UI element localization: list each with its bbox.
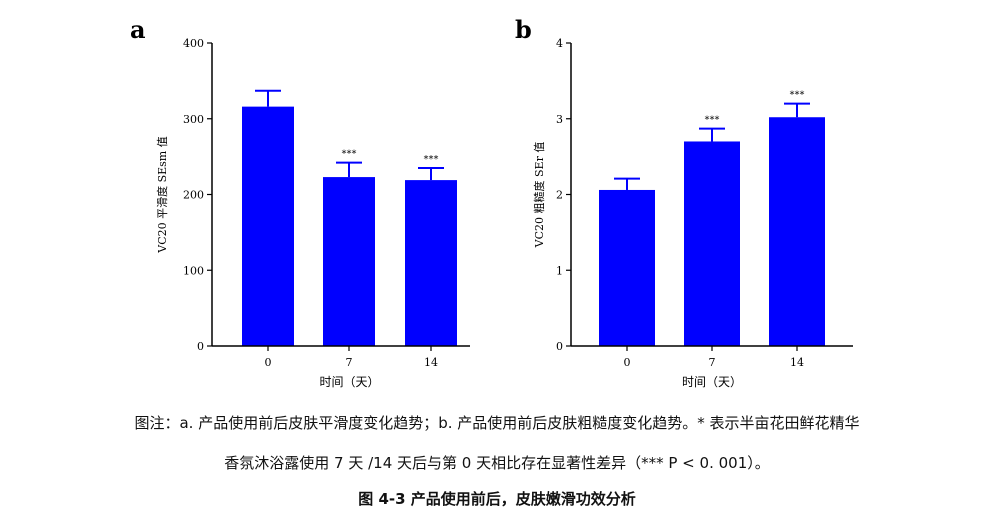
x-tick-label: 14 xyxy=(790,356,804,369)
y-tick-label: 400 xyxy=(183,37,204,50)
bar xyxy=(405,180,457,346)
bar xyxy=(242,106,294,346)
figure-note-line1: 图注：a. 产品使用前后皮肤平滑度变化趋势；b. 产品使用前后皮肤粗糙度变化趋势… xyxy=(134,414,860,432)
bar xyxy=(599,189,655,346)
figure-note-line2: 香氛沐浴露使用 7 天 /14 天后与第 0 天相比存在显著性差异（*** P … xyxy=(224,454,770,472)
bar xyxy=(684,141,740,346)
y-axis-label: VC20 平滑度 SEsm 值 xyxy=(155,136,169,254)
x-tick-label: 0 xyxy=(265,356,272,369)
bar xyxy=(323,177,375,346)
y-tick-label: 0 xyxy=(556,340,563,353)
y-tick-label: 3 xyxy=(556,113,563,126)
chart-panel-a: a 0 *** 7 *** 14 0 100 200 300 400 VC20 平滑度 SEsm 值时… xyxy=(130,15,470,389)
panel-letter: b xyxy=(515,15,532,44)
y-tick-label: 1 xyxy=(556,264,563,277)
y-tick-label: 100 xyxy=(183,264,204,277)
significance-label: *** xyxy=(705,115,720,126)
panel-letter: a xyxy=(130,15,146,44)
x-tick-label: 7 xyxy=(709,356,716,369)
y-tick-label: 0 xyxy=(197,340,204,353)
x-axis-label: 时间（天） xyxy=(682,375,742,389)
significance-label: *** xyxy=(790,90,805,101)
chart-panel-b: b 0 *** 7 *** 14 0 1 2 3 4 VC20 粗糙度 SEr 值时间（天） xyxy=(515,15,853,389)
y-axis-label: VC20 粗糙度 SEr 值 xyxy=(532,142,546,249)
x-axis-label: 时间（天） xyxy=(319,375,379,389)
figure-caption: 图 4-3 产品使用前后，皮肤嫩滑功效分析 xyxy=(358,490,636,508)
y-tick-label: 300 xyxy=(183,113,204,126)
significance-label: *** xyxy=(424,154,439,165)
bar xyxy=(769,117,825,346)
significance-label: *** xyxy=(342,149,357,160)
y-tick-label: 4 xyxy=(556,37,563,50)
x-tick-label: 0 xyxy=(624,356,631,369)
y-tick-label: 200 xyxy=(183,189,204,202)
x-tick-label: 7 xyxy=(346,356,353,369)
y-tick-label: 2 xyxy=(556,189,563,202)
x-tick-label: 14 xyxy=(424,356,438,369)
